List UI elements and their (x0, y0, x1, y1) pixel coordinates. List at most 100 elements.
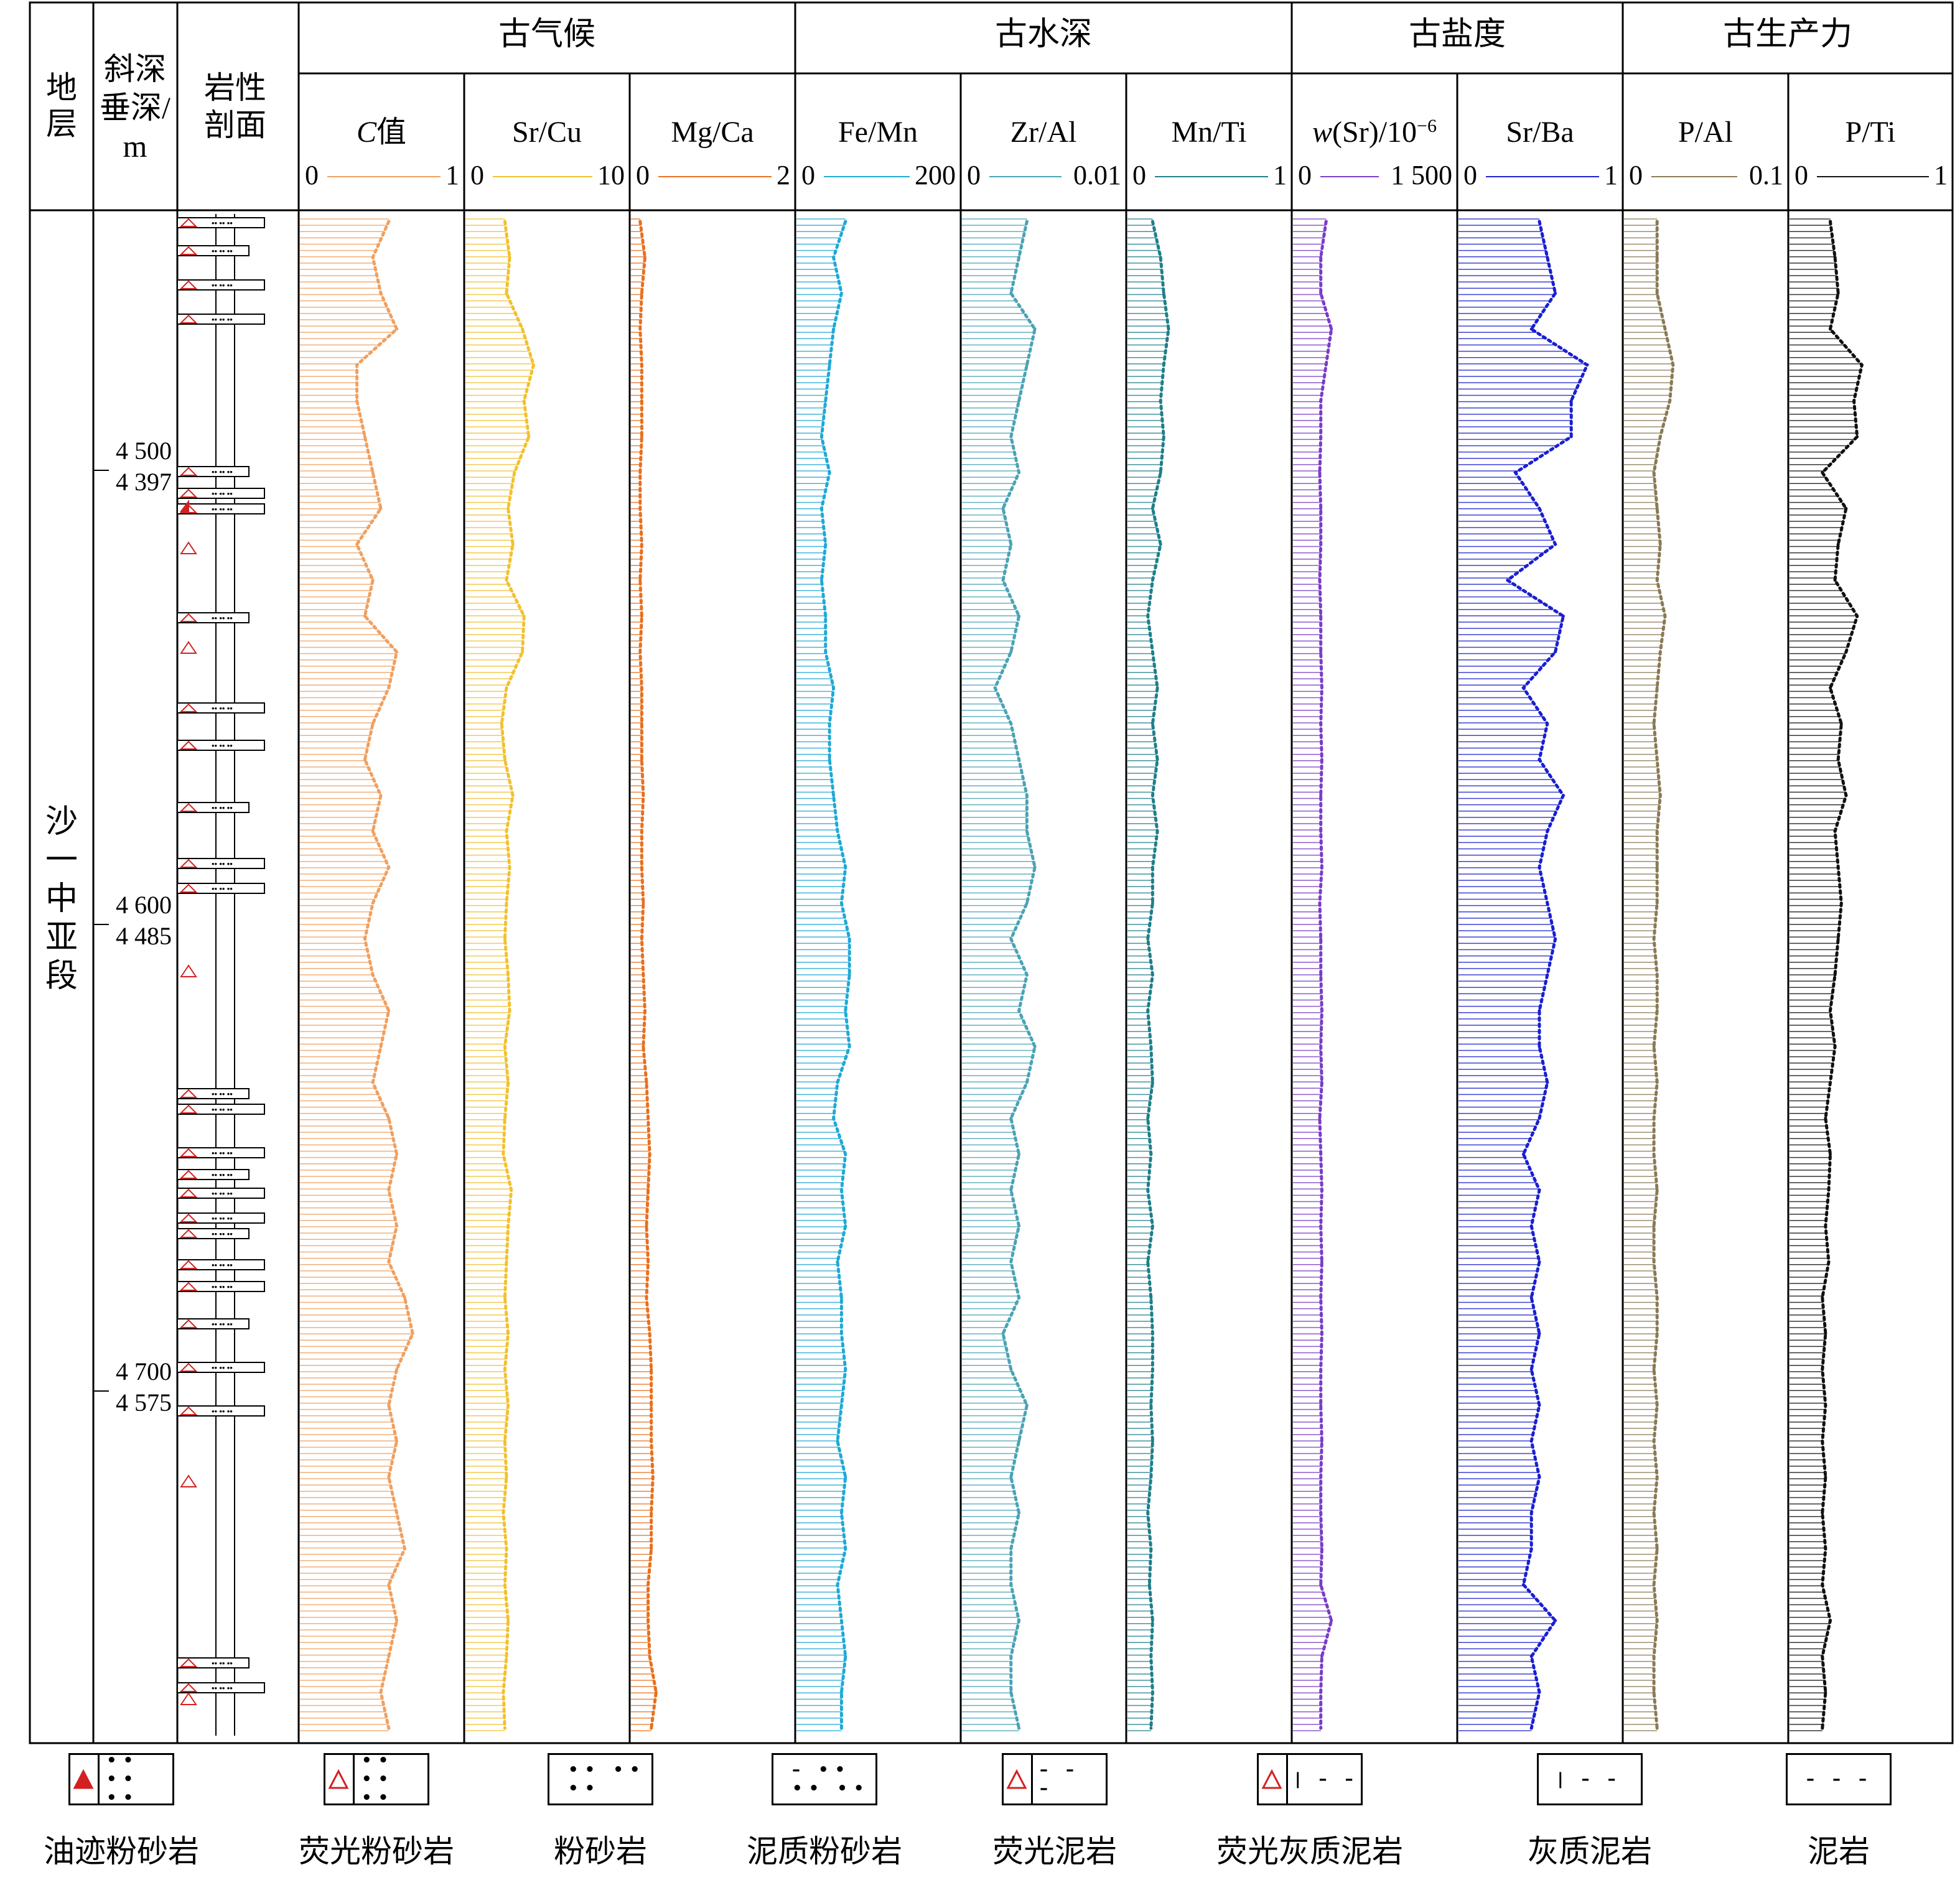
data-point (645, 1296, 648, 1300)
data-point (1655, 256, 1659, 259)
data-point (387, 686, 391, 690)
data-point (1017, 758, 1021, 761)
data-point (1167, 327, 1170, 331)
data-point (1319, 722, 1323, 725)
data-point (1318, 579, 1322, 582)
data-point (1319, 1224, 1323, 1228)
data-point (1146, 1188, 1150, 1192)
data-point (993, 686, 997, 690)
axis-min-label: 0 (801, 160, 815, 190)
data-point (1652, 1152, 1656, 1156)
data-point (832, 794, 836, 798)
series-fill-ticks (796, 218, 850, 1731)
lithology-dots: •• •• •• (212, 281, 233, 290)
data-point (1824, 1332, 1827, 1336)
axis-min-label: 0 (305, 160, 319, 190)
stratum-header: 层 (46, 106, 77, 141)
data-point (513, 471, 516, 475)
legend-swatch-divider (353, 1755, 355, 1803)
data-point (1017, 1619, 1021, 1622)
data-point (654, 1690, 658, 1694)
data-point (1149, 1547, 1153, 1551)
legend-label: 泥质粉砂岩 (747, 1833, 902, 1869)
data-point (1824, 1690, 1827, 1694)
data-point (839, 291, 843, 295)
data-point (1839, 901, 1843, 905)
data-point (1655, 1332, 1659, 1336)
data-point (1652, 1511, 1656, 1515)
data-point (1655, 1009, 1659, 1013)
data-point (1149, 1403, 1153, 1407)
data-point (828, 363, 831, 367)
data-point (638, 220, 642, 223)
data-point (1529, 1296, 1533, 1300)
legend-label: 荧光灰质泥岩 (1216, 1833, 1403, 1869)
data-point (648, 1655, 651, 1659)
data-point (1318, 901, 1322, 905)
data-point (1155, 758, 1159, 761)
fluorescence-triangle (179, 1089, 198, 1098)
lithology-bed (177, 1104, 265, 1115)
data-point (1150, 901, 1154, 905)
data-point (1538, 220, 1541, 223)
data-point (395, 1152, 399, 1156)
data-point (844, 220, 847, 223)
lithology-dots: •• •• •• (212, 613, 233, 623)
data-point (1538, 1403, 1541, 1407)
data-point (1585, 363, 1589, 367)
axis-max-label: 0.01 (1073, 160, 1121, 190)
data-point (832, 686, 836, 690)
data-point (1009, 1475, 1013, 1479)
data-point (532, 363, 536, 367)
data-point (1001, 506, 1005, 510)
data-point (839, 1726, 843, 1730)
data-point (503, 220, 506, 223)
data-point (1538, 1117, 1541, 1120)
data-point (1146, 937, 1150, 941)
data-point (1844, 650, 1848, 654)
stratum-name-char: 中 (45, 882, 78, 917)
data-point (506, 1332, 510, 1336)
lithology-bed (177, 279, 265, 291)
axis-max-label: 1 (446, 160, 459, 190)
data-point (505, 579, 508, 582)
data-point (1655, 291, 1659, 295)
fluorescence-triangle (179, 314, 198, 323)
data-point (1319, 973, 1323, 977)
lithology-dots: •• •• •• (212, 505, 233, 514)
data-point (1319, 1583, 1323, 1586)
fluorescence-triangle (179, 740, 198, 750)
data-point (836, 1440, 839, 1443)
data-point (379, 1045, 383, 1048)
lithology-bed (177, 217, 265, 228)
data-point (839, 1690, 843, 1694)
data-point (379, 794, 383, 798)
data-point (506, 1081, 510, 1084)
legend-label: 荧光泥岩 (992, 1833, 1117, 1869)
data-point (506, 1619, 510, 1622)
data-point (1658, 435, 1662, 439)
data-point (1162, 363, 1165, 367)
data-point (1554, 937, 1557, 941)
data-point (646, 1619, 650, 1622)
fluorescence-triangle (179, 1406, 198, 1415)
legend-item: – – – 荧光泥岩 (921, 1753, 1117, 1878)
fluorescence-triangle (179, 803, 198, 812)
data-point (527, 435, 531, 439)
data-point (1652, 1690, 1656, 1694)
data-point (1162, 291, 1165, 295)
data-point (1521, 1583, 1525, 1586)
data-point (1821, 471, 1824, 475)
data-point (1150, 1619, 1154, 1622)
data-point (1668, 399, 1672, 403)
data-point (521, 650, 525, 654)
legend-item: – •• •• •• 泥质粉砂岩 (691, 1753, 902, 1878)
data-point (1652, 1583, 1656, 1586)
data-point (379, 1690, 383, 1694)
fluorescence-triangle (179, 1170, 198, 1179)
data-point (650, 1440, 653, 1443)
data-point (1025, 794, 1029, 798)
data-point (379, 291, 383, 295)
data-point (1017, 1511, 1021, 1515)
fluorescence-triangle (179, 1148, 198, 1157)
